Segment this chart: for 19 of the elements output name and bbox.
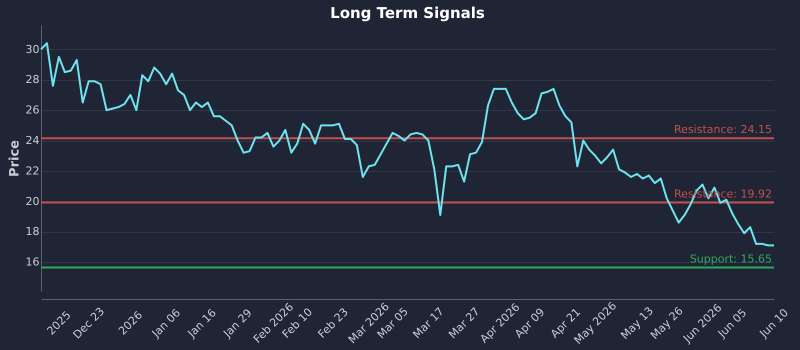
x-tick-label: Mar 17 <box>410 305 447 342</box>
y-tick-label: 18 <box>26 225 40 238</box>
y-tick-label: 28 <box>26 73 40 86</box>
y-tick-label: 16 <box>26 256 40 269</box>
line-series <box>40 42 775 246</box>
y-axis-title: Price <box>8 140 23 177</box>
x-tick-label: Mar 27 <box>446 305 482 342</box>
y-tick-label: 30 <box>26 42 40 56</box>
y-tick-label: 24 <box>26 134 40 148</box>
x-tick-label: Jun 10 <box>756 306 792 341</box>
y-tick-label: 20 <box>26 194 40 208</box>
x-tick-label: Jan 06 <box>148 306 184 341</box>
y-tick-label: 22 <box>26 164 40 178</box>
ref-line-label: Support: 15.65 <box>690 252 772 266</box>
ref-line-label: Resistance: 24.15 <box>674 123 772 136</box>
y-tick-label: 26 <box>26 104 40 117</box>
chart-title: Long Term Signals <box>330 4 485 22</box>
x-tick-label: Dec 23 <box>70 304 108 342</box>
x-tick-label: Jan 16 <box>184 306 219 341</box>
